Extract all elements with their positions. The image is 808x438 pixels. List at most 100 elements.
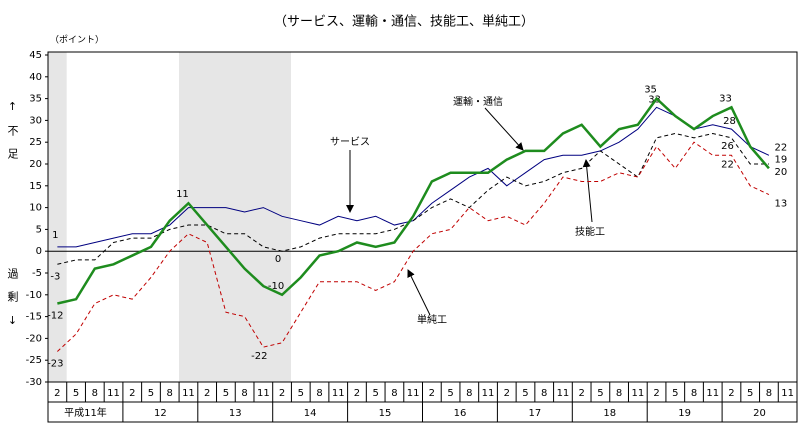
x-tick-label: 5 [223,388,229,399]
data-label: -12 [47,311,63,322]
y-tick-label: -15 [26,312,42,323]
data-label: -10 [268,281,284,292]
data-label: -22 [251,351,267,362]
y-tick-label: 5 [36,224,42,235]
x-tick-label: 11 [107,388,120,399]
x-tick-label: 5 [73,388,79,399]
x-tick-label: 11 [257,388,270,399]
x-tick-label: 5 [148,388,154,399]
x-tick-label: 8 [766,388,772,399]
x-tick-label: 11 [781,388,794,399]
x-tick-label: 2 [728,388,734,399]
series-annotation: サービス [330,136,370,148]
data-label: 22 [721,159,734,170]
year-label: 14 [304,408,317,419]
y-lower-label: 過剰↓ [6,268,19,339]
year-label: 13 [229,408,242,419]
year-label: 20 [753,408,766,419]
shade [48,52,67,382]
data-label: -23 [47,358,63,369]
data-label: 22 [775,142,788,153]
series-line [57,96,770,305]
data-label: 33 [719,93,732,104]
x-tick-label: 5 [373,388,379,399]
x-tick-label: 5 [447,388,453,399]
y-tick-label: -30 [26,377,42,388]
x-tick-label: 8 [241,388,247,399]
x-tick-label: 8 [92,388,98,399]
series-line [57,106,770,248]
x-tick-label: 5 [672,388,678,399]
series-line [57,132,769,265]
x-tick-label: 5 [298,388,304,399]
x-tick-label: 8 [391,388,397,399]
plot-frame [47,51,798,383]
x-tick-label: 2 [54,388,60,399]
x-tick-label: 8 [466,388,472,399]
y-unit: （ポイント） [50,35,104,46]
year-label: 15 [379,408,392,419]
data-label: 35 [644,85,657,96]
data-label: -3 [50,271,60,282]
x-tick-label: 8 [691,388,697,399]
x-tick-label: 11 [631,388,644,399]
x-tick-label: 8 [616,388,622,399]
y-tick-label: 15 [29,181,42,192]
year-label: 平成11年 [64,406,107,419]
y-tick-label: -25 [26,355,42,366]
x-tick-label: 2 [653,388,659,399]
y-tick-label: -10 [26,290,42,301]
x-tick-label: 8 [167,388,173,399]
x-tick-label: 11 [332,388,345,399]
x-tick-label: 5 [522,388,528,399]
x-tick-label: 5 [747,388,753,399]
data-label: 19 [775,154,788,165]
x-tick-label: 11 [557,388,570,399]
data-label: 0 [275,254,281,265]
x-tick-label: 11 [407,388,420,399]
data-label: 20 [775,167,788,178]
y-tick-label: -20 [26,333,42,344]
series-annotation: 運輸・通信 [453,95,503,108]
x-tick-label: 8 [541,388,547,399]
y-tick-label: 35 [29,94,42,105]
shade [179,52,291,382]
x-tick-label: 11 [706,388,719,399]
series-line [57,141,770,352]
y-tick-label: 45 [29,50,42,61]
y-tick-label: -5 [32,268,42,279]
x-tick-label: 11 [182,388,195,399]
x-tick-label: 2 [578,388,584,399]
data-label: 11 [176,189,189,200]
y-tick-label: 0 [36,246,42,257]
year-label: 17 [528,408,541,419]
x-tick-label: 8 [316,388,322,399]
series-annotation: 単純工 [417,313,447,326]
data-label: 1 [52,230,58,241]
chart-title: （サービス、運輸・通信、技能工、単純工） [274,14,534,30]
x-tick-label: 2 [129,388,135,399]
y-tick-label: 30 [29,115,42,126]
data-label: 26 [721,141,734,152]
y-tick-label: 10 [29,203,42,214]
x-tick-label: 2 [204,388,210,399]
year-label: 16 [454,408,467,419]
x-tick-label: 11 [482,388,495,399]
x-tick-label: 5 [597,388,603,399]
arrow [484,107,524,151]
year-label: 18 [603,408,616,419]
y-tick-label: 25 [29,137,42,148]
data-label: 13 [775,199,788,210]
x-tick-label: 2 [504,388,510,399]
x-tick-label: 2 [279,388,285,399]
x-tick-label: 2 [429,388,435,399]
data-label: 28 [723,116,736,127]
x-tick-label: 2 [354,388,360,399]
arrow [407,269,431,316]
year-label: 19 [678,408,691,419]
y-tick-label: 40 [29,72,42,83]
y-tick-label: 20 [29,159,42,170]
year-label: 12 [154,408,167,419]
